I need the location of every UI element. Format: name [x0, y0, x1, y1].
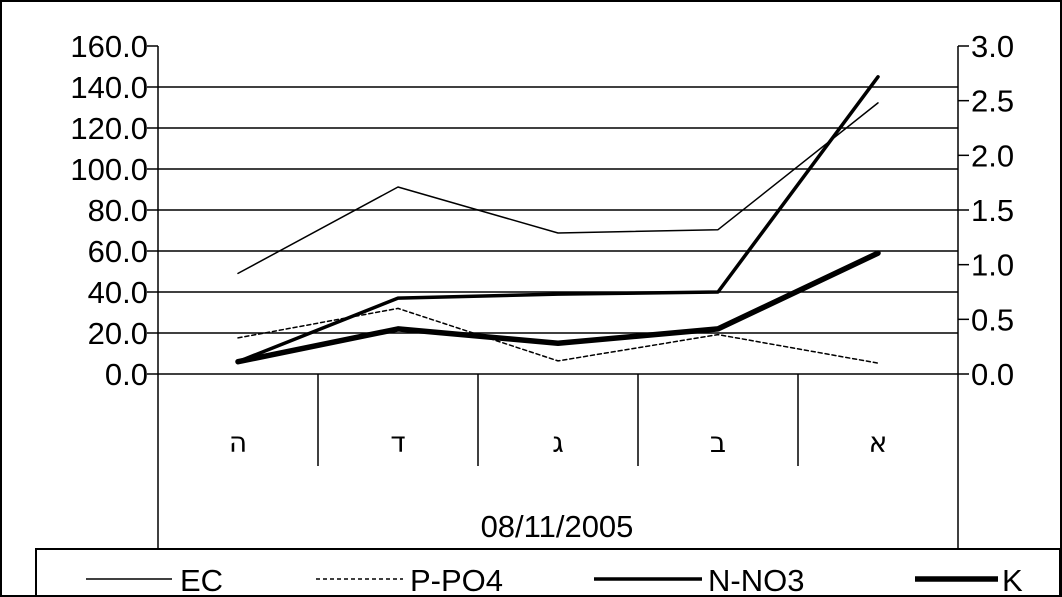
gridlines	[158, 86, 958, 334]
legend: EC P-PO4 N-NO3 K	[35, 548, 1061, 597]
category-label: ג	[552, 426, 564, 459]
right-tick-label: 0.5	[971, 302, 1014, 337]
x-axis-title: 08/11/2005	[481, 509, 634, 544]
legend-box	[35, 548, 1061, 597]
right-tick-label: 1.5	[971, 193, 1014, 228]
left-axis-ticks: 160.0 140.0 120.0 100.0 80.0 60.0 40.0 20.0 0.0	[70, 29, 158, 392]
left-tick-label: 80.0	[88, 193, 148, 228]
left-tick-label: 160.0	[70, 29, 148, 64]
category-label: ד	[390, 426, 405, 459]
right-tick-label: 1.0	[971, 248, 1014, 283]
left-tick-label: 140.0	[70, 70, 148, 105]
series-line-ec	[237, 102, 879, 275]
left-tick-label: 60.0	[88, 234, 148, 269]
right-tick-label: 3.0	[971, 29, 1014, 64]
legend-label-p-po4: P-PO4	[410, 563, 503, 597]
category-label: א	[869, 426, 888, 459]
legend-label-n-no3: N-NO3	[708, 563, 804, 597]
right-tick-label: 2.0	[971, 138, 1014, 173]
left-tick-label: 100.0	[70, 152, 148, 187]
left-tick-label: 0.0	[105, 357, 148, 392]
category-label: ה	[229, 426, 247, 459]
right-tick-label: 0.0	[971, 357, 1014, 392]
left-tick-label: 20.0	[88, 316, 148, 351]
series-lines	[235, 75, 881, 365]
right-axis-ticks: 3.0 2.5 2.0 1.5 1.0 0.5 0.0	[958, 29, 1014, 392]
series-line-k	[235, 250, 881, 365]
legend-label-ec: EC	[180, 563, 223, 597]
category-label: ב	[710, 426, 726, 459]
series-line-n-no3	[236, 75, 880, 364]
legend-label-k: K	[1002, 563, 1023, 597]
right-tick-label: 2.5	[971, 84, 1014, 119]
left-tick-label: 120.0	[70, 111, 148, 146]
left-tick-label: 40.0	[88, 275, 148, 310]
